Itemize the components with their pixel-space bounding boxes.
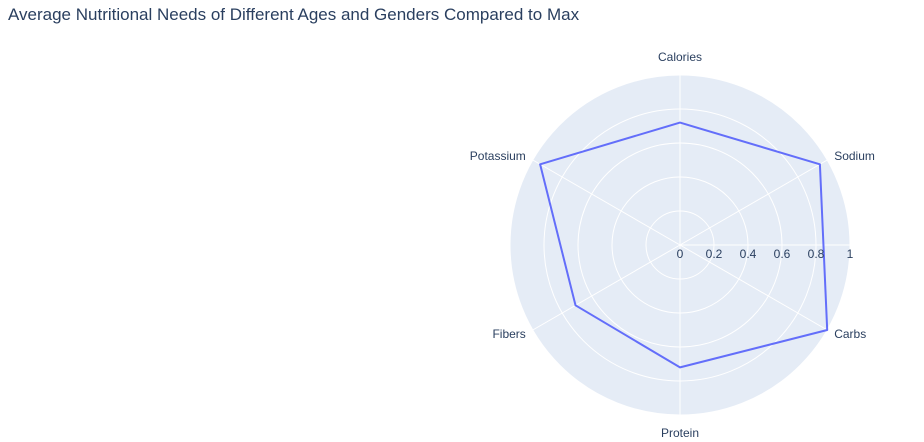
radar-series (539, 121, 829, 369)
radar-series-line (539, 121, 829, 369)
radar-spoke (679, 159, 828, 246)
axis-label-potassium: Potassium (470, 149, 526, 163)
radar-axis-labels: Calories Sodium Carbs Protein Fibers Potassiu… (470, 50, 875, 440)
radar-spoke (679, 244, 828, 331)
chart-title: Average Nutritional Needs of Different A… (8, 5, 580, 24)
radial-tick-label: 0.4 (740, 247, 757, 261)
radial-tick-label: 1 (847, 247, 854, 261)
radial-tick-label: 0.6 (774, 247, 791, 261)
radar-spoke (532, 244, 681, 331)
radial-tick-label: 0 (677, 247, 684, 261)
axis-label-carbs: Carbs (834, 327, 866, 341)
radial-tick-label: 0.2 (706, 247, 723, 261)
radial-tick-label: 0.8 (808, 247, 825, 261)
axis-label-protein: Protein (661, 426, 699, 440)
axis-label-calories: Calories (658, 50, 702, 64)
radar-tick-labels: 0 0.2 0.4 0.6 0.8 1 (677, 247, 854, 261)
radar-spoke (532, 159, 681, 246)
radar-grid (509, 74, 851, 416)
axis-label-sodium: Sodium (834, 149, 875, 163)
axis-label-fibers: Fibers (492, 327, 525, 341)
